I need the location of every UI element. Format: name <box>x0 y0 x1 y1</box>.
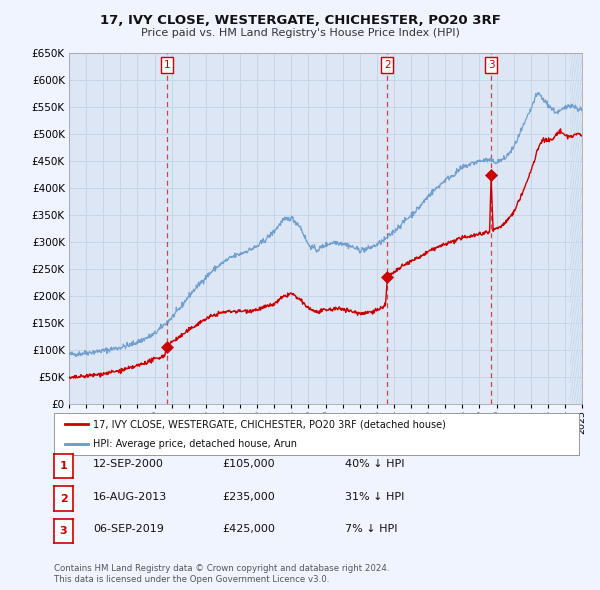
Text: Contains HM Land Registry data © Crown copyright and database right 2024.: Contains HM Land Registry data © Crown c… <box>54 565 389 573</box>
Text: This data is licensed under the Open Government Licence v3.0.: This data is licensed under the Open Gov… <box>54 575 329 584</box>
Text: 2: 2 <box>60 494 67 503</box>
Text: 3: 3 <box>60 526 67 536</box>
Text: 12-SEP-2000: 12-SEP-2000 <box>93 460 164 469</box>
Text: £105,000: £105,000 <box>222 460 275 469</box>
Text: Price paid vs. HM Land Registry's House Price Index (HPI): Price paid vs. HM Land Registry's House … <box>140 28 460 38</box>
Text: 7% ↓ HPI: 7% ↓ HPI <box>345 525 398 534</box>
Text: 2: 2 <box>384 60 391 70</box>
Polygon shape <box>570 53 582 404</box>
Text: 17, IVY CLOSE, WESTERGATE, CHICHESTER, PO20 3RF: 17, IVY CLOSE, WESTERGATE, CHICHESTER, P… <box>100 14 500 27</box>
Text: 16-AUG-2013: 16-AUG-2013 <box>93 492 167 502</box>
Text: 1: 1 <box>163 60 170 70</box>
Text: 31% ↓ HPI: 31% ↓ HPI <box>345 492 404 502</box>
Text: HPI: Average price, detached house, Arun: HPI: Average price, detached house, Arun <box>94 439 298 449</box>
Text: 40% ↓ HPI: 40% ↓ HPI <box>345 460 404 469</box>
Text: 1: 1 <box>60 461 67 471</box>
Text: 06-SEP-2019: 06-SEP-2019 <box>93 525 164 534</box>
Text: 17, IVY CLOSE, WESTERGATE, CHICHESTER, PO20 3RF (detached house): 17, IVY CLOSE, WESTERGATE, CHICHESTER, P… <box>94 419 446 430</box>
Text: £425,000: £425,000 <box>222 525 275 534</box>
Text: £235,000: £235,000 <box>222 492 275 502</box>
Text: 3: 3 <box>488 60 494 70</box>
